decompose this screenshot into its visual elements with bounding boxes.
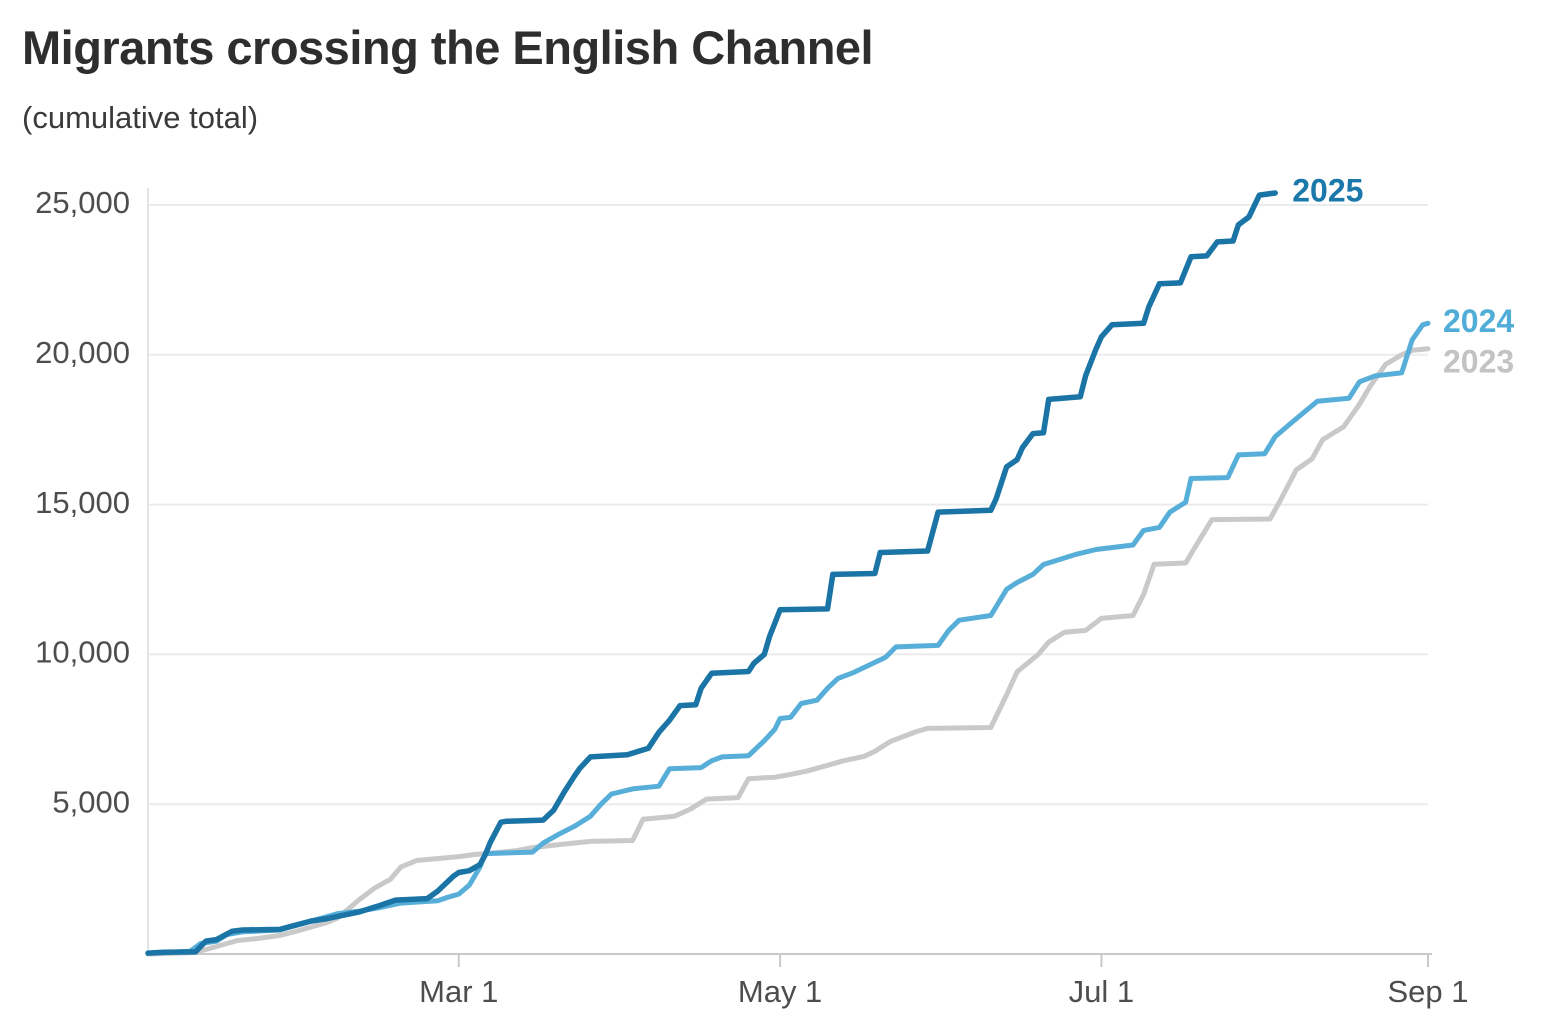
series-label-2025: 2025 <box>1292 172 1363 208</box>
chart-subtitle: (cumulative total) <box>22 100 259 135</box>
x-axis-tick-label: May 1 <box>738 974 822 1009</box>
x-axis-tick-label: Jul 1 <box>1069 974 1134 1009</box>
series-label-2023: 2023 <box>1443 343 1514 379</box>
chart-title: Migrants crossing the English Channel <box>22 21 874 74</box>
x-axis-tick-label: Mar 1 <box>419 974 498 1009</box>
y-axis-tick-label: 25,000 <box>35 185 130 220</box>
y-axis-tick-label: 10,000 <box>35 635 130 670</box>
series-line-2024 <box>145 320 1431 956</box>
y-axis-tick-label: 20,000 <box>35 335 130 370</box>
x-axis-tick-label: Sep 1 <box>1387 974 1468 1009</box>
y-axis-tick-label: 5,000 <box>52 784 130 819</box>
series-label-2024: 2024 <box>1443 303 1514 339</box>
y-axis-tick-label: 15,000 <box>35 485 130 520</box>
series-line-2025 <box>145 190 1278 956</box>
series-line-2023 <box>145 346 1431 957</box>
